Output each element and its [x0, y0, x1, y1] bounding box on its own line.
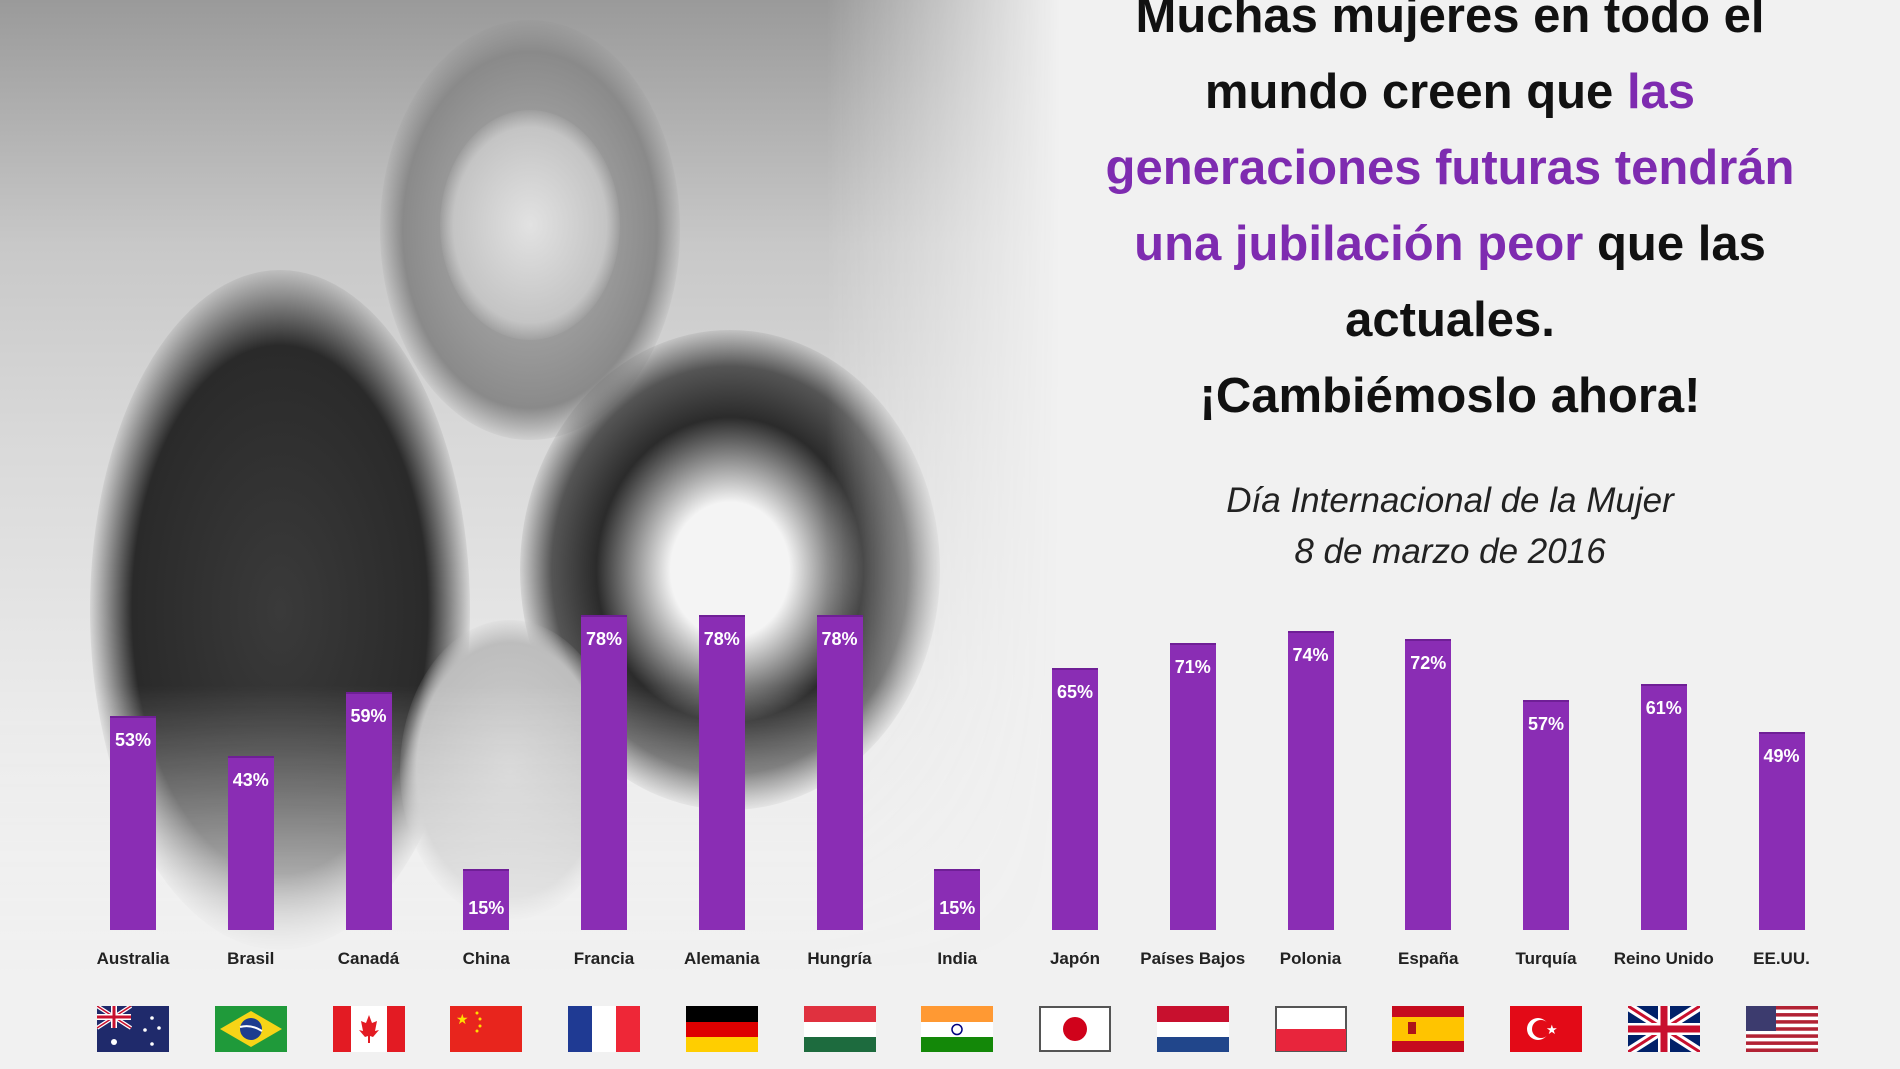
bar-alemania: [698, 615, 745, 930]
bar-jap-n: [1052, 667, 1098, 930]
germany-flag-icon: [685, 1006, 758, 1052]
x-tick-label: Francia: [573, 949, 635, 968]
data-label: 43%: [232, 770, 269, 791]
netherlands-flag-icon: [1156, 1006, 1229, 1052]
data-label: 78%: [703, 629, 740, 649]
uk-flag-icon: [1627, 1006, 1700, 1052]
bar-turqu-a: [1523, 699, 1569, 930]
x-tick-label: Canadá: [337, 949, 400, 968]
headline-line-3: generaciones futuras tendrán: [1105, 141, 1795, 195]
headline-line-5: actuales.: [1345, 293, 1555, 347]
x-tick-label: Alemania: [683, 949, 760, 968]
bar-brasil: [227, 756, 274, 930]
france-flag-icon: [568, 1006, 640, 1052]
data-label: 78%: [585, 629, 623, 649]
bar-ee-uu-: [1758, 732, 1805, 930]
turkey-flag-icon: ★: [1510, 1006, 1582, 1052]
data-label: 53%: [114, 729, 152, 750]
x-tick-label: China: [462, 949, 510, 968]
svg-text:★: ★: [1546, 1022, 1558, 1037]
india-flag-icon: [921, 1006, 994, 1052]
x-tick-label: España: [1398, 949, 1459, 968]
brazil-flag-icon: [214, 1006, 287, 1052]
headline-highlight: una jubilación peor: [1134, 217, 1584, 271]
usa-flag-icon: [1745, 1006, 1818, 1052]
bar-polonia: [1287, 631, 1334, 930]
x-tick-label: Hungría: [807, 949, 872, 968]
bar-pa-ses-bajos: [1169, 643, 1216, 930]
hungary-flag-icon: [803, 1006, 876, 1052]
data-label: 15%: [468, 898, 505, 918]
svg-text:★: ★: [456, 1011, 469, 1027]
data-label: 59%: [350, 705, 387, 726]
bar-india: [934, 869, 981, 930]
x-tick-label: EE.UU.: [1753, 949, 1810, 968]
bar-reino-unido: [1640, 683, 1687, 930]
china-flag-icon: ★: [450, 1006, 523, 1052]
bar-china: [463, 869, 510, 930]
data-label: 72%: [1410, 653, 1447, 674]
x-tick-label: Países Bajos: [1140, 949, 1246, 968]
headline-line-6: ¡Cambiémoslo ahora!: [1199, 369, 1701, 423]
australia-flag-icon: [97, 1006, 169, 1052]
subtitle-event: Día Internacional de la Mujer: [1226, 481, 1674, 520]
headline-text: mundo creen que: [1204, 65, 1627, 119]
data-label: 49%: [1763, 746, 1800, 767]
bar-espa-a: [1405, 639, 1452, 930]
bar-hungr-a: [816, 615, 863, 930]
x-tick-label: India: [937, 949, 978, 968]
data-label: 65%: [1056, 681, 1094, 702]
poland-flag-icon: [1274, 1006, 1347, 1052]
subtitle-date: 8 de marzo de 2016: [1294, 532, 1606, 571]
bar-canad-: [345, 691, 392, 930]
x-tick-label: Australia: [96, 949, 170, 968]
headline-line-1: Muchas mujeres en todo el: [1135, 0, 1765, 43]
data-label: 71%: [1174, 657, 1211, 678]
data-label: 78%: [821, 629, 858, 649]
bar-francia: [581, 615, 627, 930]
headline-text: que las: [1583, 217, 1766, 271]
japan-flag-icon: [1039, 1006, 1111, 1052]
data-label: 15%: [939, 898, 976, 918]
x-tick-label: Turquía: [1515, 949, 1577, 968]
x-tick-label: Japón: [1049, 949, 1101, 968]
data-label: 57%: [1527, 713, 1565, 734]
bar-australia: [110, 715, 156, 930]
canada-flag-icon: [332, 1006, 405, 1052]
headline-line-2: mundo creen que las: [1020, 54, 1880, 130]
x-tick-label: Reino Unido: [1613, 949, 1714, 968]
headline: Muchas mujeres en todo el mundo creen qu…: [1020, 0, 1880, 434]
x-tick-label: Polonia: [1279, 949, 1342, 968]
data-label: 74%: [1292, 645, 1329, 666]
data-label: 61%: [1645, 697, 1682, 718]
spain-flag-icon: [1392, 1006, 1465, 1052]
headline-line-4: una jubilación peor que las: [1020, 206, 1880, 282]
subtitle: Día Internacional de la Mujer 8 de marzo…: [1020, 475, 1880, 577]
x-tick-label: Brasil: [227, 949, 275, 968]
headline-highlight: las: [1626, 65, 1696, 119]
